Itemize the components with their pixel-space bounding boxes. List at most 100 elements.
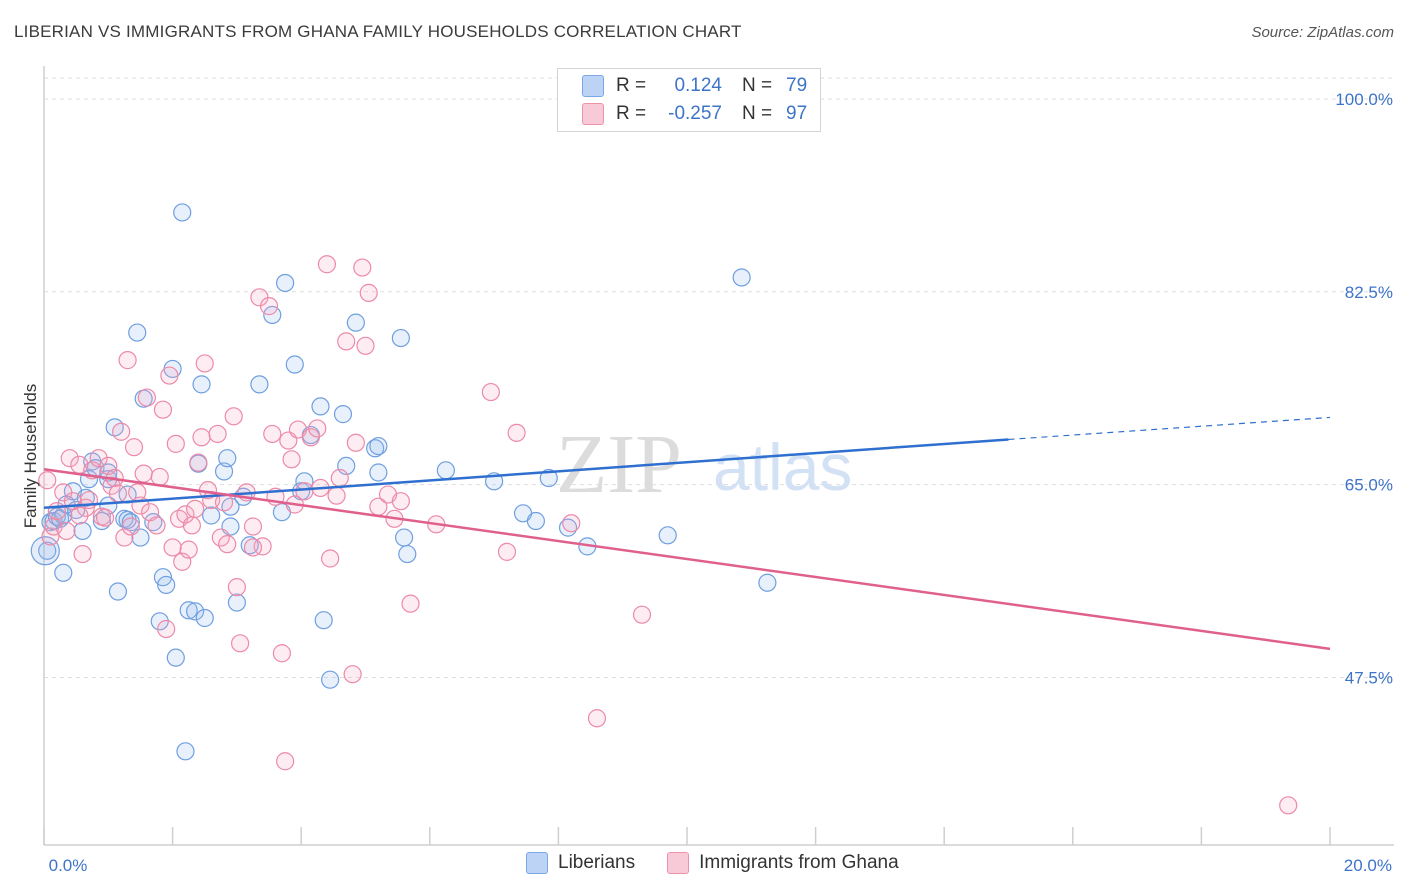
trend-line-ghana bbox=[43, 467, 1331, 651]
data-point bbox=[394, 528, 414, 547]
data-point bbox=[92, 511, 111, 531]
data-point bbox=[295, 482, 314, 501]
data-point bbox=[311, 397, 330, 416]
data-point bbox=[186, 602, 205, 621]
data-point bbox=[227, 578, 246, 597]
data-point bbox=[337, 332, 356, 351]
series-legend-label: Immigrants from Ghana bbox=[699, 852, 899, 873]
data-point bbox=[144, 513, 163, 532]
trend-lines bbox=[43, 416, 1331, 651]
data-point bbox=[108, 582, 128, 601]
data-point bbox=[321, 549, 340, 568]
data-point bbox=[276, 752, 295, 771]
grid-lines bbox=[44, 77, 1394, 678]
data-point bbox=[758, 573, 777, 592]
data-point bbox=[73, 544, 92, 564]
data-point bbox=[208, 424, 227, 444]
legend-swatch-blue bbox=[582, 75, 604, 97]
legend-swatch-pink bbox=[582, 103, 604, 125]
data-point bbox=[314, 611, 333, 630]
data-point bbox=[366, 439, 385, 458]
data-point bbox=[195, 354, 214, 373]
data-point bbox=[253, 537, 272, 556]
data-point bbox=[195, 608, 214, 628]
data-point bbox=[317, 255, 337, 274]
data-point bbox=[272, 644, 292, 663]
series-swatch-pink bbox=[667, 852, 690, 874]
data-point bbox=[263, 424, 282, 444]
y-tick-label: 65.0% bbox=[1345, 476, 1393, 495]
source-label: Source: ZipAtlas.com bbox=[1251, 24, 1394, 41]
data-point bbox=[166, 648, 185, 667]
data-point bbox=[112, 422, 131, 441]
series-legend-ghana[interactable]: Immigrants from Ghana bbox=[667, 852, 899, 874]
data-point bbox=[240, 536, 259, 555]
data-point bbox=[732, 268, 751, 287]
data-point bbox=[359, 283, 378, 302]
data-point bbox=[285, 355, 304, 374]
data-point bbox=[57, 521, 76, 541]
data-point bbox=[282, 450, 301, 469]
data-point bbox=[218, 535, 237, 554]
legend-n-label: N = bbox=[742, 103, 773, 124]
series-legend: Liberians Immigrants from Ghana bbox=[526, 852, 931, 874]
data-point bbox=[1279, 796, 1298, 815]
data-point bbox=[115, 528, 134, 547]
data-point bbox=[121, 513, 140, 532]
legend-n-value: 79 bbox=[786, 75, 808, 96]
data-point bbox=[38, 541, 57, 560]
data-point bbox=[166, 434, 185, 453]
data-point bbox=[330, 468, 349, 488]
series-legend-liberians[interactable]: Liberians bbox=[526, 852, 635, 874]
data-point bbox=[30, 536, 60, 566]
legend-r-value: 0.124 bbox=[674, 75, 722, 96]
data-point bbox=[231, 634, 250, 653]
data-point bbox=[89, 449, 108, 468]
data-point bbox=[369, 436, 388, 456]
data-point bbox=[118, 351, 137, 370]
series-legend-label: Liberians bbox=[558, 852, 636, 873]
data-point bbox=[179, 540, 198, 559]
correlation-legend: R = 0.124 N = 79 R = -0.257 N = 97 bbox=[557, 68, 821, 132]
y-tick-label: 47.5% bbox=[1345, 668, 1393, 687]
data-point bbox=[436, 461, 455, 480]
data-point bbox=[562, 514, 581, 533]
axes bbox=[43, 66, 1394, 846]
data-point bbox=[333, 405, 353, 424]
data-point bbox=[218, 449, 237, 468]
data-point bbox=[369, 463, 388, 482]
data-point bbox=[60, 449, 79, 468]
trend-line-liberians-extension bbox=[1008, 416, 1331, 441]
watermark-atlas: atlas bbox=[713, 430, 852, 504]
data-point bbox=[134, 464, 153, 483]
data-point bbox=[250, 375, 269, 394]
data-point bbox=[189, 453, 208, 472]
data-point bbox=[401, 594, 420, 613]
data-point bbox=[121, 517, 140, 536]
data-point bbox=[137, 388, 156, 407]
legend-n-value: 97 bbox=[786, 103, 808, 124]
data-point bbox=[346, 313, 365, 332]
data-point bbox=[243, 517, 263, 536]
data-point bbox=[632, 605, 652, 624]
watermark: ZIP atlas bbox=[556, 418, 852, 511]
data-point bbox=[276, 273, 295, 293]
data-point bbox=[227, 593, 246, 612]
data-point bbox=[47, 501, 66, 521]
data-point bbox=[108, 484, 128, 503]
legend-row-liberians: R = 0.124 N = 79 bbox=[582, 73, 807, 99]
legend-r-label: R = bbox=[616, 103, 647, 124]
data-point bbox=[128, 323, 147, 342]
data-point bbox=[497, 542, 517, 561]
data-point bbox=[353, 258, 372, 277]
data-point bbox=[153, 400, 173, 419]
data-point bbox=[38, 471, 57, 490]
data-point bbox=[186, 499, 205, 518]
data-point bbox=[243, 538, 263, 557]
data-point bbox=[176, 742, 195, 761]
series-swatch-blue bbox=[526, 852, 548, 874]
data-point bbox=[321, 670, 340, 689]
data-point bbox=[176, 505, 195, 524]
legend-row-ghana: R = -0.257 N = 97 bbox=[582, 101, 807, 127]
